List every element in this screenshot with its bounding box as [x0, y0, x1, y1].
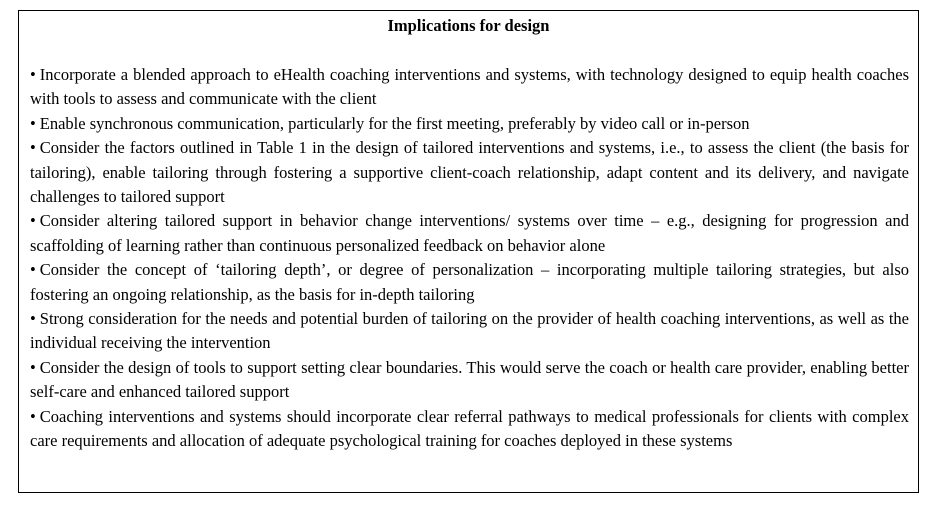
list-item: • Consider altering tailored support in b…: [30, 209, 909, 258]
list-item: • Coaching interventions and systems shou…: [30, 405, 909, 454]
bullet-icon: •: [30, 138, 36, 158]
bullet-icon: •: [30, 211, 36, 231]
implications-list: • Incorporate a blended approach to eHeal…: [30, 63, 909, 454]
implications-box: Implications for design • Incorporate a b…: [18, 10, 919, 493]
list-item: • Incorporate a blended approach to eHeal…: [30, 63, 909, 112]
list-item-text: Enable synchronous communication, partic…: [39, 113, 750, 133]
list-item-text: Consider the concept of ‘tailoring depth…: [30, 260, 909, 304]
list-item-text: Consider altering tailored support in be…: [30, 211, 909, 255]
bullet-icon: •: [30, 65, 36, 84]
list-item: • Enable synchronous communication, parti…: [30, 112, 909, 136]
bullet-icon: •: [30, 357, 36, 377]
list-item: • Consider the concept of ‘tailoring dept…: [30, 258, 909, 307]
box-title: Implications for design: [387, 16, 550, 35]
bullet-icon: •: [30, 406, 36, 426]
list-item: • Consider the factors outlined in Table …: [30, 136, 909, 209]
list-item-text: Strong consideration for the needs and p…: [30, 309, 909, 353]
bullet-icon: •: [30, 260, 36, 280]
list-item: • Strong consideration for the needs and …: [30, 307, 909, 356]
bullet-icon: •: [30, 309, 36, 329]
list-item-text: Consider the factors outlined in Table 1…: [30, 138, 909, 207]
bullet-icon: •: [30, 113, 36, 133]
list-item-text: Incorporate a blended approach to eHealt…: [30, 65, 909, 109]
list-item: • Consider the design of tools to support…: [30, 356, 909, 405]
list-item-text: Consider the design of tools to support …: [30, 357, 909, 402]
list-item-text: Coaching interventions and systems shoul…: [30, 406, 909, 451]
